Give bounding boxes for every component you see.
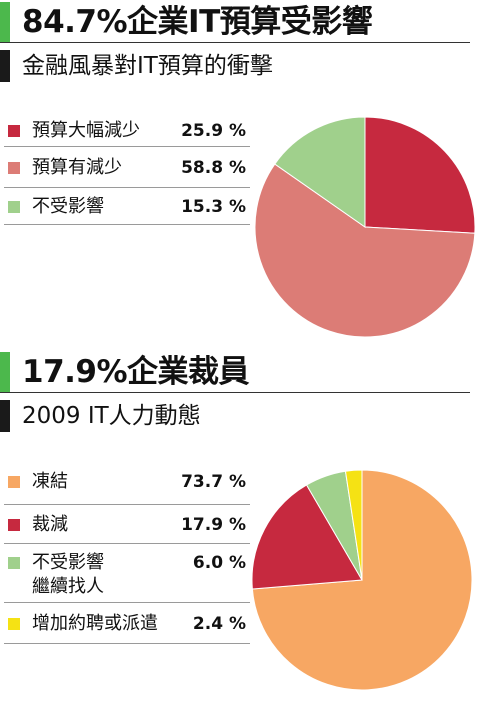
- legend-2-label-3-line2: 繼續找人: [32, 576, 104, 597]
- pie-1-slice-1: [364, 116, 476, 234]
- subhead-1: 金融風暴對IT預算的衝擊: [0, 48, 470, 84]
- subhead-1-text: 金融風暴對IT預算的衝擊: [22, 53, 273, 79]
- subhead-2-text: 2009 IT人力動態: [22, 403, 201, 429]
- legend-2-label-3: 不受影響: [32, 552, 104, 573]
- pie-chart-1: [254, 116, 476, 338]
- pie-chart-2: [251, 469, 473, 691]
- staffing-section: 17.9%企業裁員 2009 IT人力動態 凍結 73.7 % 裁減 17.9 …: [0, 350, 480, 701]
- legend-2-item-2: 裁減 17.9 %: [4, 505, 250, 544]
- legend-1-label-1: 預算大幅減少: [32, 120, 140, 141]
- legend-1: 預算大幅減少 25.9 % 預算有減少 58.8 % 不受影響 15.3 %: [4, 114, 250, 225]
- legend-1-swatch-1: [8, 125, 20, 137]
- legend-1-item-3: 不受影響 15.3 %: [4, 188, 250, 225]
- legend-2-swatch-4: [8, 618, 20, 630]
- legend-2-value-1: 73.7 %: [181, 472, 246, 492]
- legend-2-item-1: 凍結 73.7 %: [4, 460, 250, 505]
- pie-2-slice-2: [251, 484, 363, 590]
- legend-1-swatch-2: [8, 162, 20, 174]
- subhead-accent-bar: [0, 50, 10, 82]
- headline-2-text: 17.9%企業裁員: [22, 354, 250, 390]
- pie-1-slice-2: [254, 163, 476, 338]
- legend-1-item-1: 預算大幅減少 25.9 %: [4, 114, 250, 147]
- legend-2-value-4: 2.4 %: [192, 614, 246, 634]
- headline-2: 17.9%企業裁員: [0, 352, 470, 393]
- legend-2-label-1: 凍結: [32, 471, 68, 492]
- legend-1-value-2: 58.8 %: [181, 158, 246, 178]
- legend-2-item-4: 增加約聘或派遣 2.4 %: [4, 603, 250, 644]
- pie-1-slice-3: [274, 116, 366, 228]
- legend-2-swatch-1: [8, 476, 20, 488]
- legend-2-swatch-3: [8, 557, 20, 569]
- legend-1-value-3: 15.3 %: [181, 197, 246, 217]
- legend-1-label-3: 不受影響: [32, 196, 104, 217]
- legend-1-item-2: 預算有減少 58.8 %: [4, 147, 250, 188]
- legend-2-label-4: 增加約聘或派遣: [32, 613, 158, 634]
- legend-2-value-2: 17.9 %: [181, 515, 246, 535]
- headline-accent-bar: [0, 352, 10, 392]
- pie-2-slice-4: [344, 469, 363, 581]
- legend-2-swatch-2: [8, 519, 20, 531]
- legend-2-label-2: 裁減: [32, 514, 68, 535]
- legend-2: 凍結 73.7 % 裁減 17.9 % 不受影響 繼續找人 6.0 % 增加約聘…: [4, 460, 250, 644]
- legend-1-label-2: 預算有減少: [32, 157, 122, 178]
- subhead-2: 2009 IT人力動態: [0, 398, 470, 434]
- headline-1-text: 84.7%企業IT預算受影響: [22, 4, 373, 40]
- legend-2-value-3: 6.0 %: [192, 553, 246, 573]
- legend-1-value-1: 25.9 %: [181, 121, 246, 141]
- legend-2-item-3: 不受影響 繼續找人 6.0 %: [4, 544, 250, 603]
- headline-1: 84.7%企業IT預算受影響: [0, 2, 470, 43]
- headline-accent-bar: [0, 2, 10, 42]
- legend-1-swatch-3: [8, 201, 20, 213]
- subhead-accent-bar: [0, 400, 10, 432]
- budget-impact-section: 84.7%企業IT預算受影響 金融風暴對IT預算的衝擊 預算大幅減少 25.9 …: [0, 0, 480, 345]
